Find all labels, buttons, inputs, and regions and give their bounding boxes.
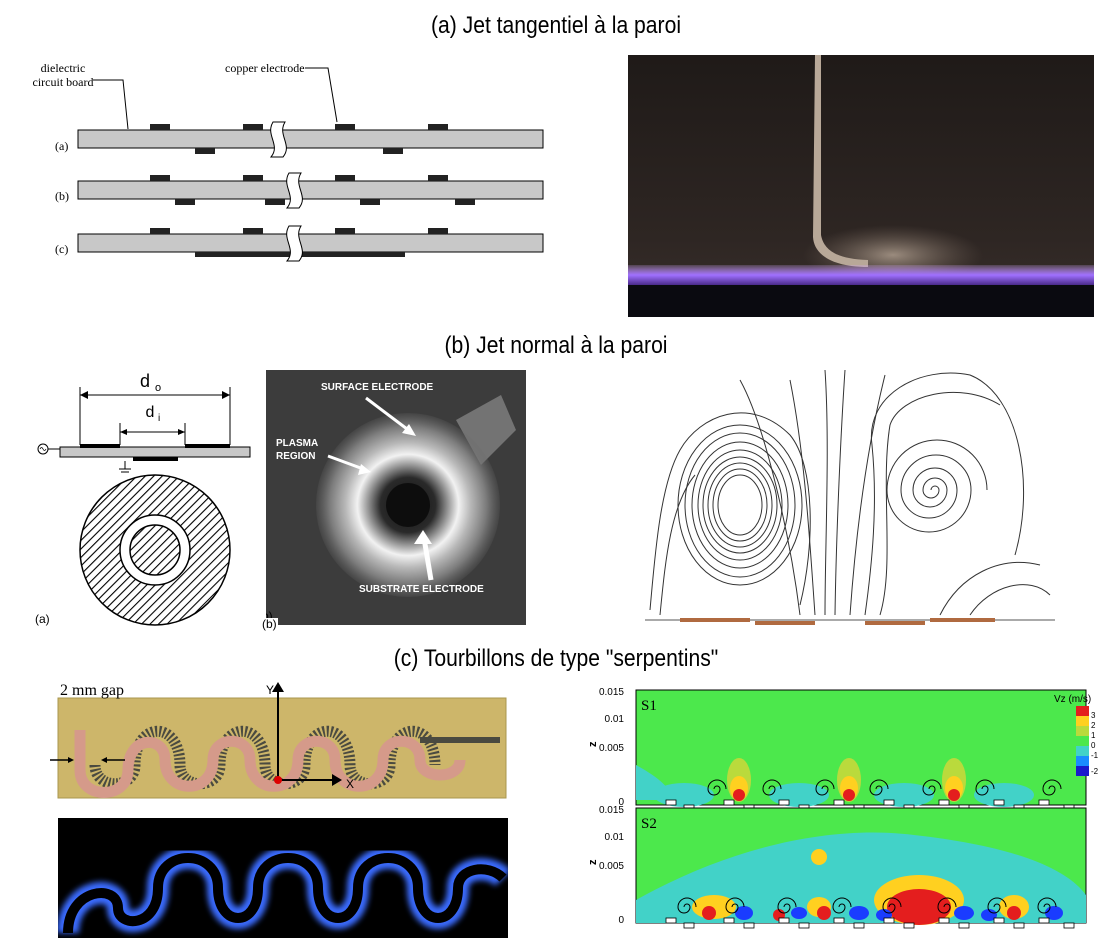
inner-diameter-subscript: i (158, 413, 160, 424)
serpentine-plasma-photo (58, 818, 508, 938)
s1-label: S1 (641, 698, 657, 714)
s2-y-tick-0015: 0.015 (599, 805, 624, 816)
x-axis-label: X (346, 777, 354, 791)
section-a-title: (a) Jet tangentiel à la paroi (430, 12, 682, 39)
s2-label: S2 (641, 816, 657, 832)
streamline-plot (645, 369, 1055, 625)
electrode-label: copper electrode (225, 61, 305, 75)
row-label-b: (b) (55, 189, 69, 203)
annular-electrode-schematic: d o d i (a) (35, 371, 251, 626)
colorbar-tick-m1: -1 (1091, 751, 1099, 760)
s1-y-tick-0: 0 (618, 797, 624, 808)
section-c-title: (c) Tourbillons de type "serpentins" (393, 645, 719, 672)
tangential-jet-photo (628, 55, 1094, 317)
s2-y-tick-0: 0 (618, 915, 624, 926)
substrate-electrode-label: SUBSTRATE ELECTRODE (359, 584, 484, 595)
outer-diameter-label: d (140, 371, 150, 391)
colorbar-title: Vz (m/s) (1054, 694, 1091, 705)
outer-diameter-subscript: o (155, 382, 161, 394)
s1-y-tick-0005: 0.005 (599, 743, 624, 754)
y-axis-label: Y (266, 683, 274, 697)
colorbar-tick-2: 2 (1091, 721, 1096, 730)
board-label-line1: dielectric (41, 61, 86, 75)
gap-label: 2 mm gap (60, 682, 124, 699)
colorbar-tick-0: 0 (1091, 741, 1096, 750)
plasma-region-label-line1: PLASMA (276, 438, 318, 449)
s1-y-tick-001: 0.01 (605, 714, 625, 725)
section-b-title: (b) Jet normal à la paroi (444, 332, 668, 359)
dielectric-board-diagram: dielectric circuit board copper electrod… (33, 61, 544, 262)
colorbar-tick-3: 3 (1091, 711, 1096, 720)
s1-y-tick-0015: 0.015 (599, 687, 624, 698)
photo-panel-label: (b) (266, 609, 273, 623)
schematic-panel-label: (a) (35, 612, 50, 626)
vz-contour-plots: S1 0.015 0.01 0.005 0 z (587, 687, 1099, 929)
s2-y-tick-001: 0.01 (605, 832, 625, 843)
s1-z-axis-label: z (587, 741, 599, 747)
serpentine-electrode-photo: 2 mm gap Y X (50, 682, 507, 799)
photo-panel-label-text: (b) (262, 617, 277, 631)
row-label-a: (a) (55, 139, 68, 153)
board-label-line2: circuit board (33, 75, 94, 89)
s2-y-tick-0005: 0.005 (599, 861, 624, 872)
plasma-region-label-line2: REGION (276, 451, 315, 462)
row-label-c: (c) (55, 242, 68, 256)
surface-electrode-label: SURFACE ELECTRODE (321, 382, 434, 393)
colorbar-tick-m2: -2 (1091, 767, 1099, 776)
inner-diameter-label: d (146, 404, 155, 421)
s2-z-axis-label: z (587, 859, 599, 865)
plasma-ring-photo: SURFACE ELECTRODE PLASMA REGION SUBSTRAT… (266, 370, 526, 625)
colorbar-tick-1: 1 (1091, 731, 1096, 740)
